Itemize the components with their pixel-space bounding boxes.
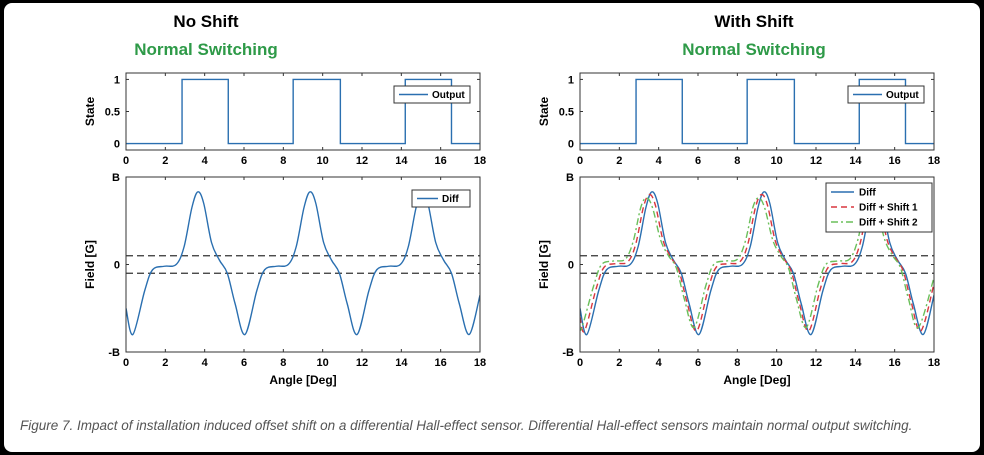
x-tick-label: 8 (734, 155, 740, 167)
legend-box (393, 85, 471, 104)
x-tick-label: 18 (928, 357, 940, 369)
x-tick-label: 16 (435, 155, 447, 167)
x-tick-label: 10 (317, 155, 329, 167)
x-tick-label: 6 (695, 155, 701, 167)
legend-box (847, 85, 925, 104)
x-tick-label: 4 (202, 155, 209, 167)
legend: Diff (411, 189, 471, 208)
axes-box (125, 176, 481, 353)
x-tick-label: 18 (928, 155, 940, 167)
right-subtitle: Normal Switching (682, 40, 826, 59)
x-tick-label: 12 (356, 155, 368, 167)
x-tick-label: 16 (889, 155, 901, 167)
x-tick-label: 12 (810, 357, 822, 369)
right-title: With Shift (714, 12, 793, 31)
left-title: No Shift (173, 12, 238, 31)
x-tick-label: 18 (474, 357, 486, 369)
x-tick-label: 8 (734, 357, 740, 369)
plot-right-state: 0 2 4 6 8 10 12 14 16 18 0 0.5 1 State Output (537, 72, 940, 167)
x-tick-label: 10 (771, 357, 783, 369)
x-tick-label: 2 (162, 155, 168, 167)
y-tick-label: 0 (568, 139, 574, 151)
axes-box (125, 72, 481, 151)
y-tick-label: 0 (114, 139, 120, 151)
y-axis-label: State (83, 97, 97, 127)
x-tick-label: 6 (241, 155, 247, 167)
x-axis-label: Angle [Deg] (723, 373, 790, 387)
series-line-output (580, 78, 934, 145)
left-subtitle: Normal Switching (134, 40, 278, 59)
series-group (580, 78, 934, 145)
x-tick-label: 12 (356, 357, 368, 369)
x-tick-label: 14 (849, 155, 862, 167)
axes-box (579, 176, 935, 353)
x-tick-label: 2 (162, 357, 168, 369)
x-axis-label: Angle [Deg] (269, 373, 336, 387)
legend-label: Output (886, 90, 919, 101)
x-tick-label: 14 (395, 155, 408, 167)
x-tick-label: 0 (577, 155, 583, 167)
x-tick-label: 4 (656, 357, 663, 369)
figure-frame (4, 3, 980, 452)
y-axis-label: State (537, 97, 551, 127)
y-tick-label: B (566, 172, 574, 184)
x-tick-label: 18 (474, 155, 486, 167)
legend-label: Diff (859, 188, 876, 199)
series-group (126, 191, 480, 336)
x-tick-label: 12 (810, 155, 822, 167)
legend-label: Diff (442, 194, 459, 205)
y-tick-label: 0.5 (559, 107, 574, 119)
legend-label: Diff + Shift 2 (859, 218, 918, 229)
x-tick-label: 0 (577, 357, 583, 369)
x-tick-label: 10 (317, 357, 329, 369)
y-tick-label: 1 (114, 74, 120, 86)
legend: Diff Diff + Shift 1 Diff + Shift 2 (825, 182, 933, 233)
y-tick-label: 0 (568, 260, 574, 272)
y-tick-label: -B (108, 347, 120, 359)
plot-left-state: 0 2 4 6 8 10 12 14 16 18 0 0.5 1 State Output (83, 72, 486, 167)
x-tick-label: 2 (616, 155, 622, 167)
y-tick-label: B (112, 172, 120, 184)
legend: Output (847, 85, 925, 104)
x-tick-label: 2 (616, 357, 622, 369)
y-tick-label: 0 (114, 260, 120, 272)
x-tick-label: 6 (241, 357, 247, 369)
y-tick-label: 1 (568, 74, 574, 86)
y-tick-label: -B (562, 347, 574, 359)
x-tick-label: 14 (395, 357, 408, 369)
series-line-output (126, 78, 480, 145)
legend: Output (393, 85, 471, 104)
legend-box (411, 189, 471, 208)
y-axis-label: Field [G] (83, 240, 97, 289)
legend-label: Output (432, 90, 465, 101)
y-tick-label: 0.5 (105, 107, 120, 119)
figure-caption: Figure 7. Impact of installation induced… (20, 418, 912, 433)
axes-box (579, 72, 935, 151)
x-tick-label: 8 (280, 357, 286, 369)
x-tick-label: 10 (771, 155, 783, 167)
x-tick-label: 14 (849, 357, 862, 369)
series-group (126, 78, 480, 145)
x-tick-label: 0 (123, 155, 129, 167)
legend-label: Diff + Shift 1 (859, 203, 918, 214)
x-tick-label: 4 (202, 357, 209, 369)
x-tick-label: 0 (123, 357, 129, 369)
x-tick-label: 6 (695, 357, 701, 369)
x-tick-label: 16 (889, 357, 901, 369)
series-line-diff (126, 191, 480, 336)
x-tick-label: 8 (280, 155, 286, 167)
x-tick-label: 4 (656, 155, 663, 167)
y-axis-label: Field [G] (537, 240, 551, 289)
x-tick-label: 16 (435, 357, 447, 369)
